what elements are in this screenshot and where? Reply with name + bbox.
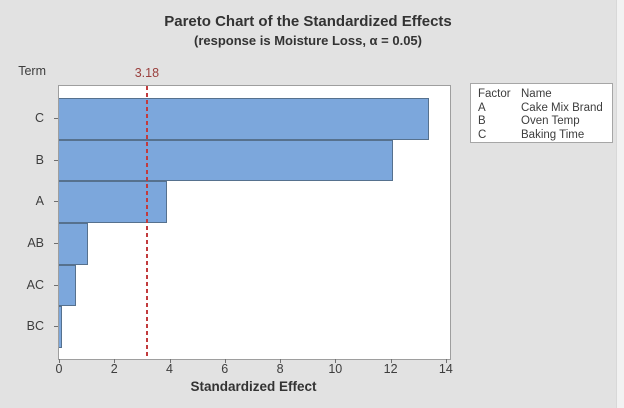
chart-subtitle: (response is Moisture Loss, α = 0.05)	[194, 33, 422, 48]
x-tick-mark	[445, 359, 447, 363]
x-tick-label-10: 10	[328, 362, 343, 376]
x-tick-mark	[114, 359, 116, 363]
x-tick-label-6: 6	[221, 362, 229, 376]
x-tick-label-4: 4	[166, 362, 173, 376]
x-tick-label-8: 8	[276, 362, 284, 376]
x-tick-mark	[169, 359, 171, 363]
x-tick-label-12: 12	[383, 362, 398, 376]
x-tick-mark	[224, 359, 226, 363]
legend-name: Cake Mix Brand	[521, 101, 603, 114]
legend-table: Factor Name A Cake Mix Brand B Oven Temp C Baki…	[471, 84, 612, 142]
bar-AB	[59, 223, 88, 265]
chart-title: Pareto Chart of the Standardized Effects	[164, 13, 452, 30]
legend-header-factor: Factor	[478, 88, 511, 100]
y-tick-label-C: C	[34, 110, 44, 125]
y-tick-mark	[54, 242, 58, 244]
y-tick-label-BC: BC	[26, 319, 44, 334]
y-tick-label-AC: AC	[26, 277, 44, 292]
y-tick-mark	[54, 159, 58, 161]
plot-area	[58, 85, 451, 360]
y-tick-mark	[54, 326, 58, 328]
x-tick-label-14: 14	[438, 362, 453, 376]
bar-A	[59, 181, 167, 223]
image-edge	[616, 0, 624, 408]
legend-name: Oven Temp	[521, 115, 580, 127]
x-tick-mark	[59, 359, 60, 363]
x-tick-label-0: 0	[55, 362, 63, 376]
bar-BC	[59, 306, 62, 348]
bar-B	[59, 139, 394, 182]
legend-factor: B	[478, 115, 486, 127]
y-tick-mark	[54, 117, 58, 119]
legend-header-name: Name	[521, 88, 552, 100]
bar-AC	[59, 264, 76, 307]
legend-name: Baking Time	[521, 128, 585, 141]
legend-factor: A	[478, 101, 486, 114]
x-tick-label-2: 2	[110, 362, 118, 376]
x-axis-title: Standardized Effect	[190, 379, 317, 394]
legend-factor: C	[478, 128, 487, 141]
legend-box: Factor Name A Cake Mix Brand B Oven Temp C Baki…	[470, 83, 613, 143]
y-tick-label-AB: AB	[27, 235, 44, 250]
x-tick-mark	[335, 359, 337, 363]
y-tick-label-B: B	[35, 152, 44, 167]
reference-line-label: 3.18	[134, 66, 160, 80]
bar-C	[59, 98, 430, 140]
x-tick-mark	[390, 359, 392, 363]
y-axis-title: Term	[18, 64, 46, 78]
y-tick-label-A: A	[35, 194, 44, 209]
reference-line	[145, 86, 148, 359]
y-tick-mark	[54, 284, 58, 286]
x-tick-mark	[280, 359, 282, 363]
y-tick-mark	[54, 201, 58, 203]
